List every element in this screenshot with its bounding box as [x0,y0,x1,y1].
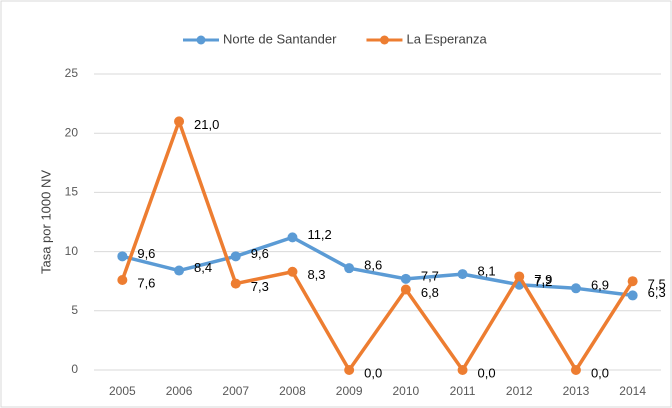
x-tick-label: 2014 [619,384,646,398]
y-tick-label: 15 [65,185,79,199]
data-point [230,251,241,262]
data-point [117,251,128,262]
y-tick-label: 25 [65,66,79,80]
series-line [121,235,633,298]
data-point [570,283,581,294]
data-label: 6,9 [591,278,609,293]
legend-marker [196,35,206,45]
x-tick-label: 2008 [279,384,306,398]
data-point [287,232,298,243]
data-point [457,269,468,280]
data-point [174,265,185,276]
data-label: 8,4 [194,260,212,275]
data-label: 8,1 [478,264,496,279]
data-point [344,365,355,375]
data-label: 9,6 [137,246,155,261]
data-point [400,273,411,284]
y-tick-label: 10 [65,244,79,258]
legend-label: La Esperanza [406,31,487,46]
data-label: 7,9 [534,272,552,287]
data-point [457,365,468,375]
data-point [174,116,185,127]
data-point [627,276,638,287]
y-tick-label: 0 [71,362,78,376]
data-point [287,266,298,277]
data-label: 7,2 [534,274,552,289]
data-label: 6,8 [421,285,439,300]
legend-label: Norte de Santander [223,31,337,46]
data-label: 8,3 [307,267,325,282]
data-label: 0,0 [478,365,496,380]
y-axis-label: Tasa por 1000 NV [38,170,53,274]
data-point [344,263,355,274]
data-point [570,365,581,375]
data-point [627,290,638,301]
data-label: 9,6 [251,246,269,261]
y-tick-label: 20 [65,125,79,139]
x-tick-label: 2005 [109,384,136,398]
data-label: 11,2 [307,227,331,242]
data-label: 7,5 [648,277,666,292]
data-point [230,278,241,289]
data-label: 21,0 [194,117,219,132]
data-label: 7,7 [421,268,439,283]
data-label: 0,0 [591,365,609,380]
x-tick-label: 2007 [222,384,249,398]
data-label: 0,0 [364,365,382,380]
x-tick-label: 2013 [563,384,590,398]
data-label: 6,3 [648,285,666,300]
x-tick-label: 2009 [336,384,363,398]
data-label: 7,6 [137,275,155,290]
x-tick-label: 2010 [392,384,419,398]
data-label: 7,3 [251,279,269,294]
series-line [120,119,635,372]
data-point [514,271,525,282]
y-tick-label: 5 [71,303,78,317]
x-tick-label: 2006 [166,384,193,398]
data-point [400,284,411,295]
x-tick-label: 2012 [506,384,533,398]
legend-marker [379,35,389,45]
data-label: 8,6 [364,258,382,273]
x-tick-label: 2011 [450,384,476,398]
data-point [117,275,128,286]
